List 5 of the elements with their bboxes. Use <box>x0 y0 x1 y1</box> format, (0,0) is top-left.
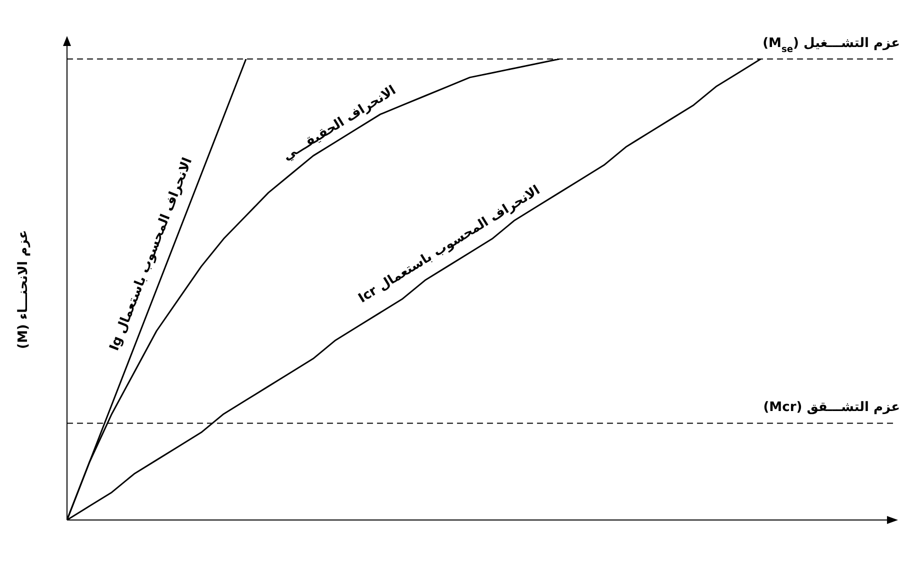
text: الانحراف المحسوب باستعمال Icr <box>356 182 543 306</box>
ref-line-label: عزم التشـــقق (Mcr) <box>763 400 900 416</box>
y-axis-title: عزم الانحنـــاء (M) <box>16 230 31 349</box>
text: الانحراف المحسوب باستعمال Ig <box>107 156 196 353</box>
text: الانحراف الحقيقـــي <box>280 83 399 164</box>
